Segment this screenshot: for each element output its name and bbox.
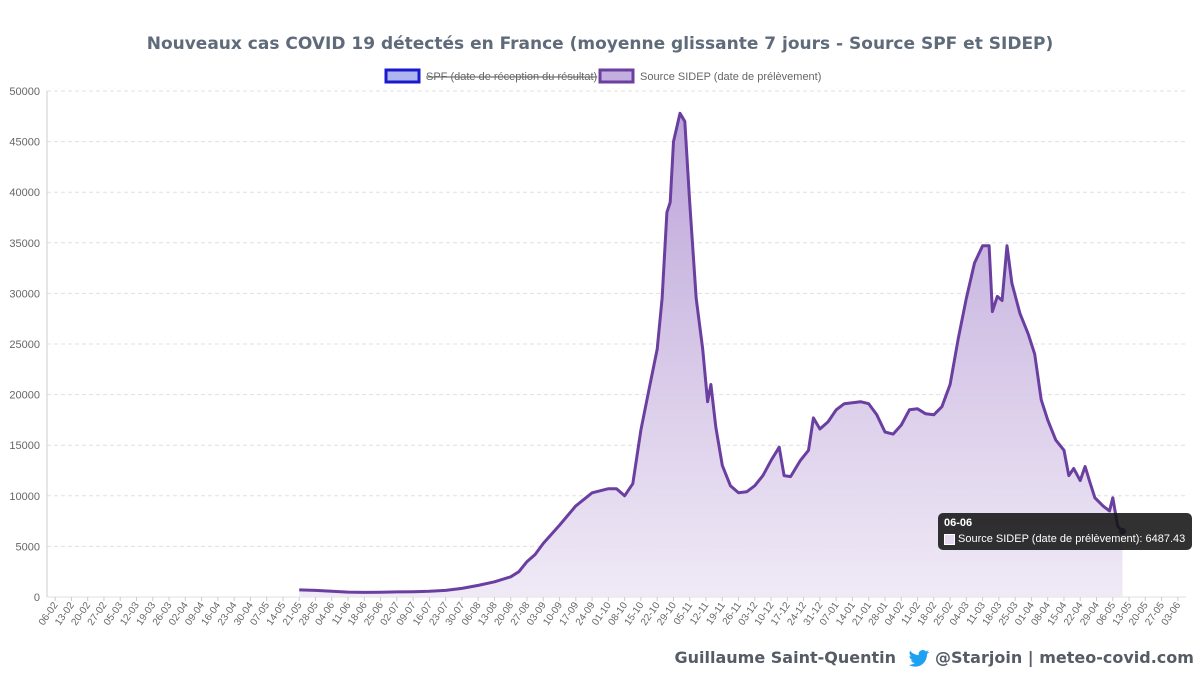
footer-author: Guillaume Saint-Quentin [675, 648, 897, 667]
tooltip: 06-06 Source SIDEP (date de prélèvement)… [938, 513, 1193, 550]
series-line-sidep[interactable] [299, 111, 1124, 594]
y-tick-label: 10000 [9, 491, 40, 503]
chart-title: Nouveaux cas COVID 19 détectés en France… [147, 34, 1054, 54]
legend-label-sidep: Source SIDEP (date de prélèvement) [640, 71, 821, 83]
y-tick-label: 20000 [9, 390, 40, 402]
footer-social: @Starjoin | meteo-covid.com [935, 648, 1194, 668]
y-tick-label: 50000 [9, 86, 40, 98]
legend-item-sidep[interactable]: Source SIDEP (date de prélèvement) [598, 68, 821, 84]
y-tick-label: 35000 [9, 238, 40, 250]
y-tick-label: 40000 [9, 187, 40, 199]
series-area-sidep [299, 113, 1123, 598]
legend-swatch-spf [384, 68, 421, 84]
tooltip-row: Source SIDEP (date de prélèvement): 6487… [944, 533, 1185, 545]
tooltip-title: 06-06 [944, 517, 973, 529]
legend: SPF (date de réception du résultat) Sour… [384, 68, 821, 84]
y-tick-label: 15000 [9, 440, 40, 452]
legend-item-spf[interactable]: SPF (date de réception du résultat) [384, 68, 597, 84]
legend-label-spf: SPF (date de réception du résultat) [426, 71, 597, 83]
y-tick-label: 0 [34, 592, 40, 604]
legend-swatch-sidep [598, 68, 635, 84]
footer: Guillaume Saint-Quentin @Starjoin | mete… [675, 648, 1194, 668]
y-tick-label: 45000 [9, 137, 40, 149]
twitter-bird-icon [908, 650, 930, 667]
y-tick-label: 5000 [16, 541, 40, 553]
tooltip-label: Source SIDEP (date de prélèvement): 6487… [958, 533, 1186, 545]
y-tick-label: 30000 [9, 288, 40, 300]
x-axis: 06-0213-0220-0227-0205-0312-0319-0326-03… [37, 597, 1184, 628]
y-tick-label: 25000 [9, 339, 40, 351]
tooltip-swatch [944, 533, 955, 545]
y-axis: 0 5000 10000 15000 20000 25000 30000 35000 40000… [9, 86, 48, 604]
